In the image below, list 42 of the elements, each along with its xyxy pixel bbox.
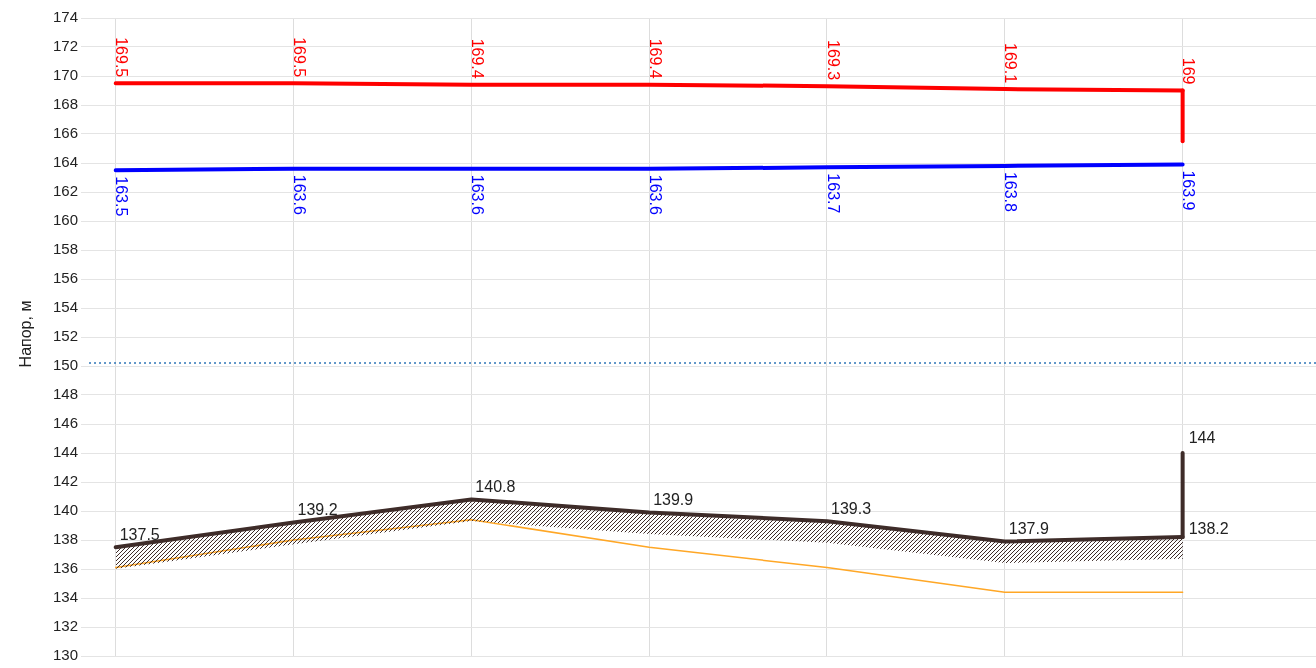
y-tick-label: 136 (53, 559, 79, 577)
data-label: 163.6 (468, 174, 486, 215)
y-tick-label: 174 (53, 8, 79, 26)
y-tick-label: 158 (53, 240, 79, 258)
y-tick-label: 172 (53, 37, 79, 55)
y-tick-label: 144 (53, 443, 79, 461)
data-label: 169.5 (113, 37, 131, 78)
data-label: 169.5 (291, 37, 309, 78)
y-tick-label: 168 (53, 95, 79, 113)
y-tick-label: 140 (53, 501, 79, 519)
data-label: 163.9 (1180, 170, 1198, 211)
y-tick-label: 138 (53, 530, 79, 548)
data-label: 163.6 (291, 174, 309, 215)
data-label: 169.4 (468, 38, 486, 79)
y-tick-label: 146 (53, 414, 79, 432)
data-label: 169.4 (646, 38, 664, 79)
data-label: 163.8 (1002, 171, 1020, 213)
y-axis-title: Напор, м (17, 300, 35, 368)
data-label: 163.5 (113, 176, 131, 217)
y-tick-label: 166 (53, 124, 79, 142)
y-tick-label: 132 (53, 617, 79, 635)
y-tick-label: 148 (53, 385, 79, 403)
annotation: 144 (1188, 429, 1216, 447)
y-tick-label: 164 (53, 153, 79, 171)
y-tick-label: 162 (53, 182, 79, 200)
data-label: 169.3 (824, 40, 842, 81)
data-label: 163.7 (824, 173, 842, 214)
y-tick-label: 130 (53, 646, 79, 664)
data-label: 140.8 (475, 477, 516, 495)
data-label: 169.1 (1002, 43, 1020, 84)
data-label: 138.2 (1188, 519, 1229, 537)
y-tick-label: 156 (53, 269, 79, 287)
y-tick-label: 134 (53, 588, 79, 606)
y-tick-label: 150 (53, 356, 79, 374)
y-tick-label: 154 (53, 298, 79, 316)
data-label: 169 (1180, 57, 1198, 85)
y-tick-label: 152 (53, 327, 79, 345)
y-tick-label: 160 (53, 211, 79, 229)
data-label: 163.6 (646, 174, 664, 215)
y-tick-label: 170 (53, 66, 79, 84)
data-label: 137.5 (119, 525, 160, 543)
y-tick-label: 142 (53, 472, 79, 490)
